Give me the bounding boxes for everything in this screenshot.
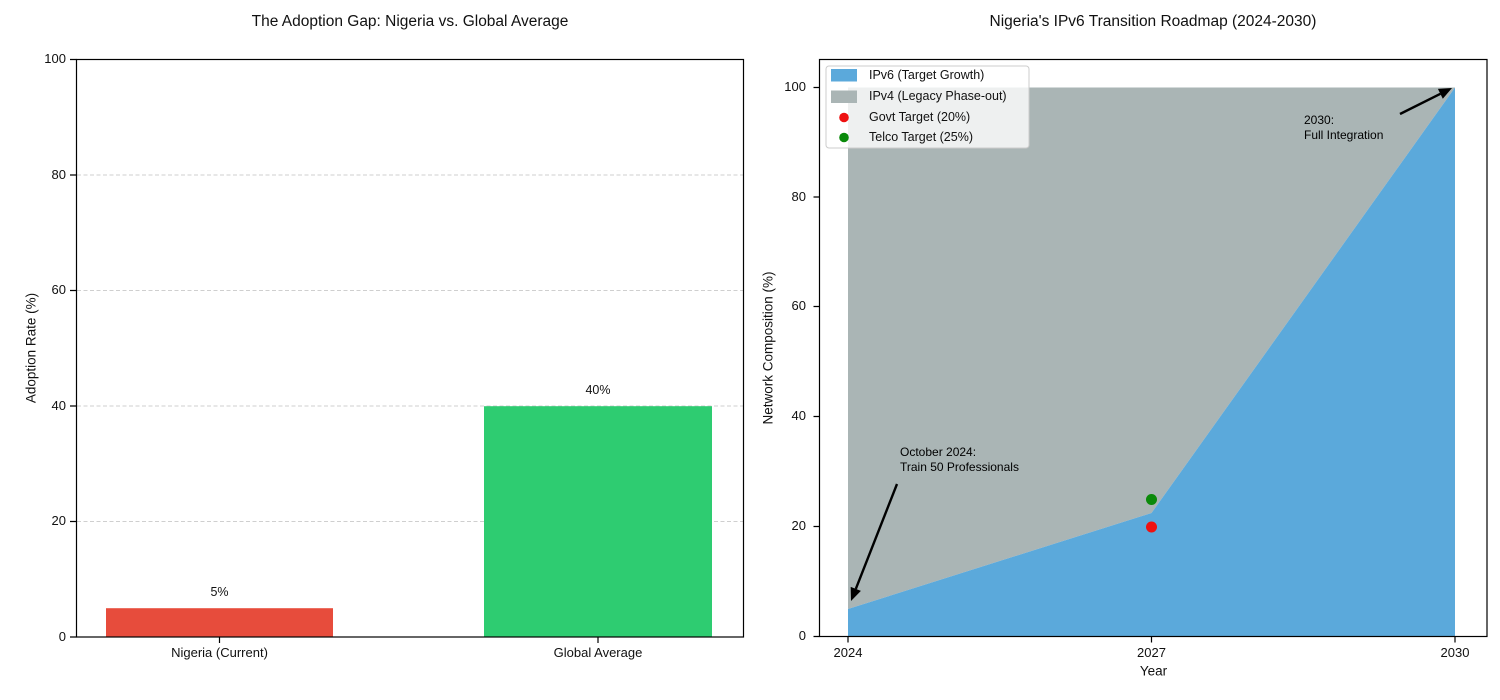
right-ytick-60: 60 [791,298,806,313]
integration-annotation-line1: 2030: [1304,113,1335,127]
xtick-2024: 2024 [833,645,863,660]
legend-label-telco-target: Telco Target (25%) [869,130,973,144]
left-chart-title: The Adoption Gap: Nigeria vs. Global Ave… [251,13,569,30]
right-ytick-80: 80 [791,189,806,204]
train-annotation-line2: Train 50 Professionals [900,460,1019,474]
nigeria-bar-value: 5% [210,585,229,599]
right-ytick-0: 0 [798,628,806,643]
left-ytick-100: 100 [44,51,66,66]
xtick-global-average: Global Average [553,645,643,660]
left-ytick-0: 0 [58,629,66,644]
nigeria-bar [106,608,333,637]
integration-annotation-arrowhead [1437,88,1452,99]
integration-annotation-arrow [1399,92,1441,116]
legend [825,65,1030,149]
right-x-axis-label: Year [1139,663,1168,679]
legend-swatch-ipv4 [831,90,857,103]
xtick-2027: 2027 [1137,645,1166,660]
right-ytick-20: 20 [791,518,806,533]
train-annotation-arrowhead [850,586,861,601]
global-average-bar [484,406,712,637]
left-ytick-40: 40 [51,398,66,413]
right-ytick-40: 40 [791,408,806,423]
right-plot-ticks [813,86,1456,643]
legend-label-ipv6: IPv6 (Target Growth) [869,67,985,82]
right-plot-border [818,58,1488,638]
train-annotation-line1: October 2024: [900,445,977,459]
integration-annotation-line2: Full Integration [1304,128,1384,142]
legend-box [825,65,1030,149]
xtick-nigeria: Nigeria (Current) [171,645,268,660]
left-y-axis-label: Adoption Rate (%) [23,292,39,404]
train-annotation-text: October 2024: Train 50 Professionals [900,445,1019,475]
govt-target-point [1146,521,1157,533]
left-plot-ticks [70,58,599,643]
train-annotation-arrow [854,483,899,590]
ipv6-area [848,87,1455,637]
legend-label-ipv4: IPv4 (Legacy Phase-out) [869,89,1007,103]
left-ytick-60: 60 [51,282,66,297]
right-chart-title: Nigeria's IPv6 Transition Roadmap (2024-… [989,13,1317,30]
legend-dot-telco [839,132,849,143]
legend-label-govt-target: Govt Target (20%) [869,110,971,124]
ipv4-area [848,87,1455,609]
left-plot-border [75,58,745,638]
legend-dot-govt [839,112,849,123]
bar-chart [70,58,745,643]
right-y-axis-label: Network Composition (%) [760,271,776,425]
area-chart [813,58,1488,643]
xtick-2030: 2030 [1440,645,1470,660]
global-average-bar-value: 40% [585,383,611,397]
telco-target-point [1146,494,1157,505]
left-ytick-80: 80 [51,167,66,182]
integration-annotation-text: 2030: Full Integration [1304,113,1383,143]
right-ytick-100: 100 [784,79,806,94]
left-ytick-20: 20 [51,513,66,528]
legend-swatch-ipv6 [831,69,857,82]
